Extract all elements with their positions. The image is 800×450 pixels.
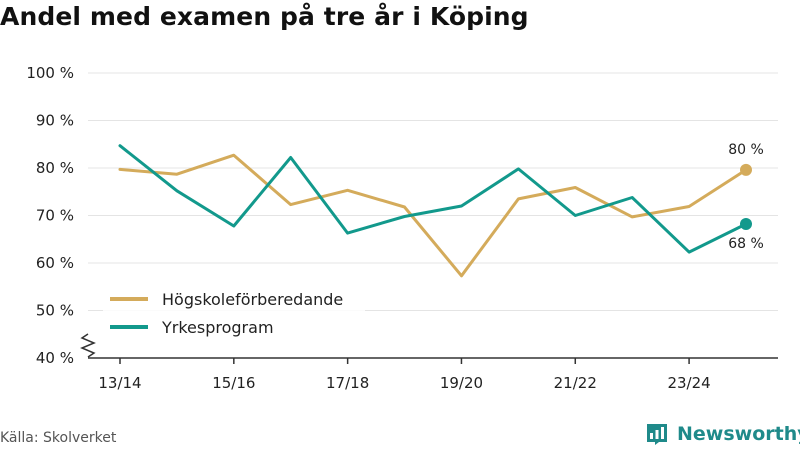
chart-title: Andel med examen på tre år i Köping [0,2,529,31]
legend-label-2: Yrkesprogram [161,318,274,337]
data-labels: 80 % 68 % [728,142,764,252]
series-end-marker-2 [740,218,752,231]
series-end-marker-1 [740,163,752,176]
series-end-label-2: 68 % [728,236,764,252]
brand-logo: Newsworthy [645,420,800,448]
axis-break-icon [80,333,96,358]
x-tick-label: 21/22 [554,374,597,392]
y-tick-label: 50 % [36,302,74,320]
y-tick-label: 90 % [36,112,74,130]
series-line-2 [118,144,748,254]
x-tick-label: 19/20 [440,374,483,392]
axes: 40 % 50 % 60 % 70 % 80 % 90 % 100 % 13/14 15/16 1… [26,64,778,392]
line-chart: 40 % 50 % 60 % 70 % 80 % 90 % 100 % 13/14 15/16 1… [26,64,778,392]
x-tick-label: 13/14 [98,374,141,392]
series-lines [118,144,752,278]
y-tick-label: 80 % [36,159,74,177]
legend-label-1: Högskoleförberedande [162,290,343,309]
series-line-1 [118,153,748,278]
x-tick-label: 17/18 [326,374,369,392]
y-tick-label: 40 % [36,349,74,367]
gridlines [88,72,778,311]
y-tick-label: 60 % [36,254,74,272]
newsworthy-logo-icon [647,424,667,445]
series-end-label-1: 80 % [728,142,764,158]
x-tick-label: 23/24 [667,374,710,392]
brand-name: Newsworthy [677,423,800,445]
y-tick-label: 100 % [26,64,74,82]
legend: Högskoleförberedande Yrkesprogram [103,285,365,339]
x-tick-label: 15/16 [212,374,255,392]
source-note: Källa: Skolverket [0,430,117,446]
y-tick-label: 70 % [36,207,74,225]
